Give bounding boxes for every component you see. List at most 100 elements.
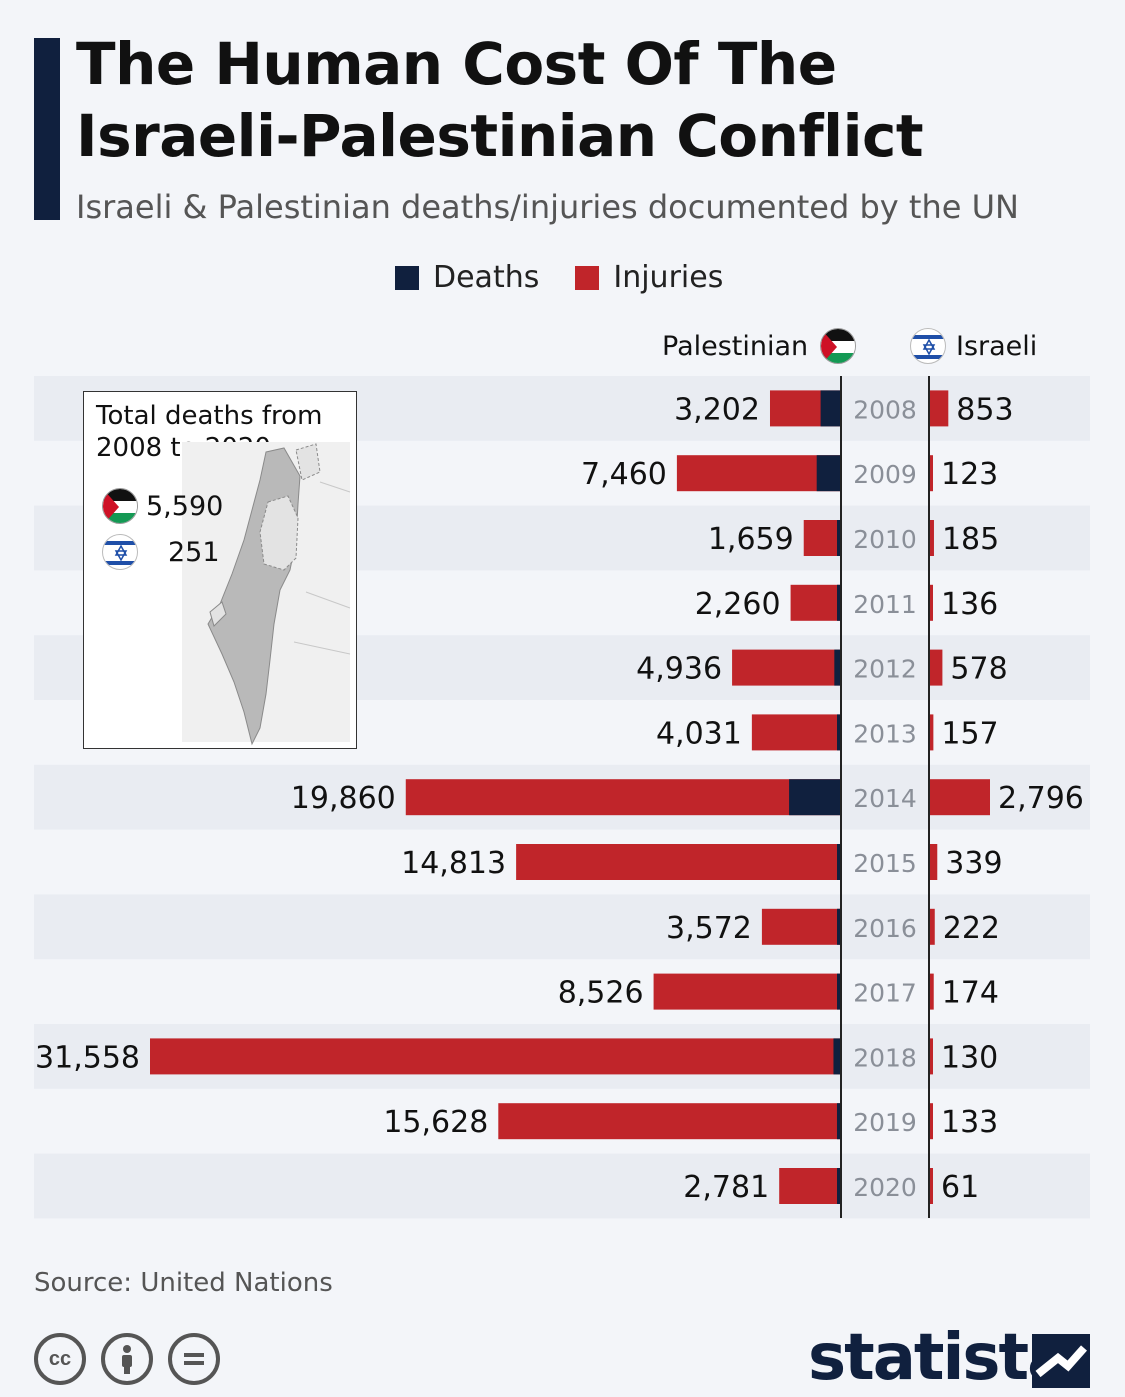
legend-label-deaths: Deaths — [433, 260, 540, 295]
year-label-2012: 2012 — [853, 655, 917, 684]
year-label-2015: 2015 — [853, 849, 917, 878]
bar-palestinian-deaths-2015 — [837, 844, 840, 880]
legend-item-deaths: Deaths — [395, 260, 539, 295]
israeli-flag-icon — [910, 328, 946, 364]
bar-israeli-2014 — [930, 779, 990, 816]
bar-palestinian-2016 — [761, 908, 840, 945]
cc-attribution-icon[interactable] — [101, 1333, 153, 1385]
bar-palestinian-2010 — [803, 520, 840, 556]
chart-title: The Human Cost Of The Israeli-Palestinia… — [76, 28, 924, 172]
bar-israeli-2009 — [930, 455, 933, 492]
value-label-israeli-2015: 339 — [945, 846, 1002, 881]
bar-palestinian-2017 — [653, 973, 840, 1010]
value-label-israeli-2014: 2,796 — [998, 781, 1084, 816]
year-label-2013: 2013 — [853, 719, 917, 748]
row-band — [34, 1153, 1090, 1219]
bar-palestinian-2013 — [751, 714, 840, 751]
bar-palestinian-2018 — [150, 1038, 840, 1075]
bar-palestinian-2020 — [779, 1168, 840, 1204]
bar-israeli-2015 — [930, 844, 938, 880]
inset-row-israeli: 251 — [102, 534, 220, 570]
bar-palestinian-deaths-2013 — [837, 714, 840, 751]
bar-palestinian-deaths-2014 — [789, 779, 840, 816]
palestinian-flag-icon — [820, 328, 857, 364]
title-line-2: Israeli-Palestinian Conflict — [76, 102, 924, 170]
bar-palestinian-deaths-2020 — [837, 1168, 840, 1204]
bar-israeli-2016 — [930, 908, 935, 945]
value-label-palestinian-2019: 15,628 — [383, 1105, 488, 1140]
cc-license-icon[interactable]: cc — [34, 1333, 86, 1385]
bar-palestinian-2014 — [405, 779, 840, 816]
value-label-palestinian-2010: 1,659 — [708, 522, 794, 557]
bar-palestinian-2015 — [516, 844, 840, 880]
legend-item-injuries: Injuries — [575, 260, 723, 295]
value-label-palestinian-2012: 4,936 — [636, 652, 722, 687]
value-label-israeli-2009: 123 — [941, 457, 998, 492]
bar-israeli-2018 — [930, 1038, 933, 1075]
value-label-israeli-2012: 578 — [950, 652, 1007, 687]
column-header-palestinian: Palestinian — [662, 328, 857, 364]
inset-row-palestinian: 5,590 — [102, 488, 223, 524]
year-label-2020: 2020 — [853, 1173, 917, 1202]
bar-palestinian-2011 — [790, 584, 840, 621]
value-label-israeli-2011: 136 — [941, 587, 998, 622]
year-label-2010: 2010 — [853, 525, 917, 554]
value-label-palestinian-2017: 8,526 — [558, 976, 644, 1011]
bar-palestinian-deaths-2019 — [836, 1103, 840, 1140]
value-label-palestinian-2011: 2,260 — [695, 587, 781, 622]
year-label-2014: 2014 — [853, 784, 917, 813]
bar-israeli-2012 — [930, 649, 943, 686]
value-label-israeli-2016: 222 — [943, 911, 1000, 946]
statista-logo-icon — [1032, 1334, 1090, 1388]
title-line-1: The Human Cost Of The — [76, 30, 837, 98]
value-label-palestinian-2009: 7,460 — [581, 457, 667, 492]
year-label-2019: 2019 — [853, 1108, 917, 1137]
value-label-palestinian-2020: 2,781 — [683, 1170, 769, 1205]
inset-palestinian-total: 5,590 — [146, 490, 224, 522]
value-label-palestinian-2016: 3,572 — [666, 911, 752, 946]
value-label-israeli-2017: 174 — [942, 976, 999, 1011]
value-label-israeli-2019: 133 — [941, 1105, 998, 1140]
value-label-israeli-2010: 185 — [942, 522, 999, 557]
bar-israeli-2017 — [930, 973, 934, 1010]
chart-subtitle: Israeli & Palestinian deaths/injuries do… — [76, 188, 1019, 226]
bar-palestinian-2019 — [498, 1103, 840, 1140]
row-band — [34, 894, 1090, 960]
bar-palestinian-deaths-2010 — [837, 520, 840, 556]
value-label-palestinian-2013: 4,031 — [656, 716, 742, 751]
year-label-2011: 2011 — [853, 590, 917, 619]
israel-map-icon — [182, 442, 351, 746]
bar-palestinian-deaths-2009 — [816, 455, 840, 492]
bar-israeli-2020 — [930, 1168, 933, 1204]
bar-palestinian-deaths-2017 — [837, 973, 840, 1010]
value-label-palestinian-2014: 19,860 — [291, 781, 396, 816]
bar-israeli-2011 — [930, 584, 933, 621]
bar-palestinian-deaths-2012 — [834, 649, 840, 686]
year-label-2017: 2017 — [853, 979, 917, 1008]
column-header-israeli: Israeli — [910, 328, 1037, 364]
year-label-2008: 2008 — [853, 395, 917, 424]
legend-swatch-injuries — [575, 265, 600, 290]
bar-israeli-2013 — [930, 714, 934, 751]
legend: Deaths Injuries — [395, 260, 759, 295]
value-label-israeli-2013: 157 — [941, 716, 998, 751]
palestinian-flag-icon — [102, 488, 138, 524]
israeli-flag-icon — [102, 534, 138, 570]
bar-palestinian-deaths-2008 — [820, 390, 840, 427]
year-label-2009: 2009 — [853, 460, 917, 489]
value-label-palestinian-2015: 14,813 — [401, 846, 506, 881]
legend-label-injuries: Injuries — [613, 260, 724, 295]
inset-israeli-total: 251 — [168, 536, 220, 568]
bar-israeli-2019 — [930, 1103, 933, 1140]
bar-palestinian-deaths-2018 — [833, 1038, 840, 1075]
value-label-israeli-2020: 61 — [941, 1170, 979, 1205]
statista-brand: statista — [808, 1321, 1070, 1395]
value-label-israeli-2018: 130 — [941, 1040, 998, 1075]
bar-israeli-2010 — [930, 520, 934, 556]
total-deaths-inset: Total deaths from 2008 to 2020 5,590 251 — [83, 391, 357, 749]
cc-noderivs-icon[interactable] — [168, 1333, 220, 1385]
bar-israeli-2008 — [930, 390, 949, 427]
title-accent-bar — [34, 38, 60, 220]
legend-swatch-deaths — [395, 265, 419, 290]
source-note: Source: United Nations — [34, 1268, 333, 1298]
